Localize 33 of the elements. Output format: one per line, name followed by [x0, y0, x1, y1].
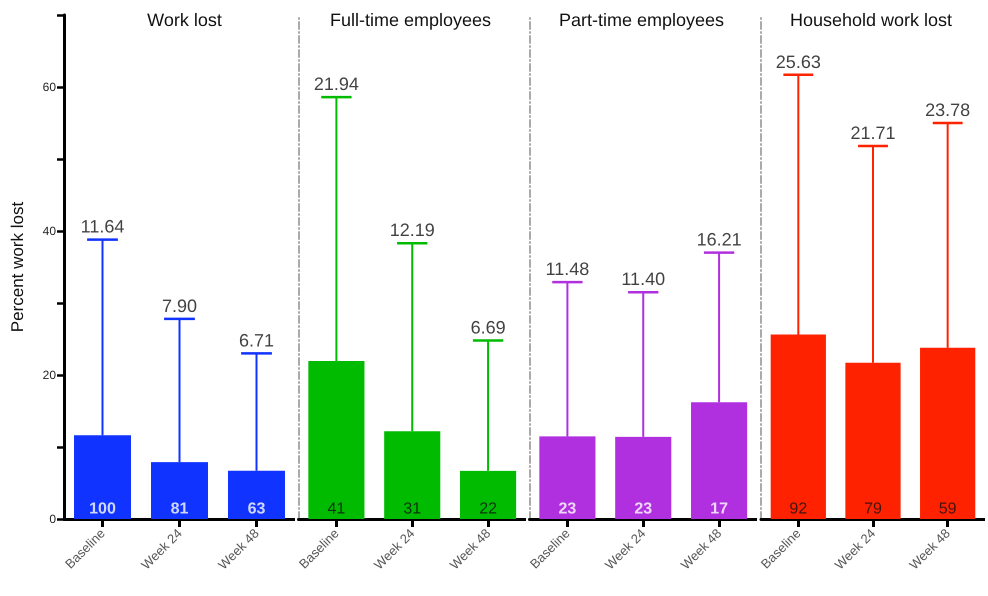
annotation: 21.94 [314, 74, 359, 94]
annotation: 23 [558, 500, 576, 518]
annotation: 100 [89, 500, 116, 518]
annotation: 21.71 [850, 123, 896, 144]
annotation: 59 [938, 500, 957, 518]
annotation: 22 [479, 500, 498, 518]
chart-title: Work lost [147, 10, 222, 30]
annotation: 6.69 [470, 317, 506, 338]
annotation: 6.71 [238, 330, 274, 350]
annotation: 7.90 [162, 296, 198, 316]
annotation: 16.21 [696, 230, 742, 250]
y-tick-label: 60 [42, 80, 56, 94]
annotation: 11.48 [546, 259, 590, 280]
y-tick-label: 20 [42, 368, 56, 382]
y-tick-label: 0 [49, 512, 56, 526]
chart-title: Part-time employees [558, 10, 724, 30]
annotation: 11.64 [80, 216, 124, 237]
annotation: 25.63 [776, 52, 821, 72]
annotation: 17 [710, 500, 728, 518]
annotation: 12.19 [390, 220, 435, 240]
chart-title: Household work lost [790, 10, 952, 30]
annotation: 92 [789, 500, 808, 518]
annotation: 11.40 [621, 269, 666, 290]
annotation: 79 [864, 500, 882, 518]
y-axis-title: Percent work lost [8, 202, 27, 332]
annotation: 81 [170, 500, 188, 518]
annotation: 63 [248, 500, 266, 518]
y-tick-label: 40 [42, 224, 56, 238]
annotation: 23 [634, 500, 652, 518]
annotation: 41 [328, 500, 346, 518]
annotation: 23.78 [925, 100, 970, 120]
chart-title: Full-time employees [330, 10, 492, 30]
annotation: 31 [403, 500, 422, 518]
